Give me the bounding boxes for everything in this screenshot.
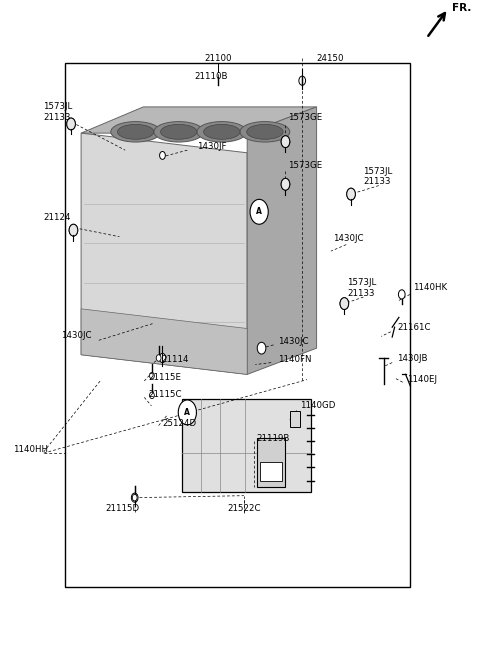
Circle shape <box>178 400 196 425</box>
Polygon shape <box>81 309 247 374</box>
Circle shape <box>340 298 348 309</box>
Text: 1430JB: 1430JB <box>397 353 428 363</box>
Ellipse shape <box>197 122 247 142</box>
Circle shape <box>347 188 355 200</box>
Circle shape <box>69 224 78 236</box>
Text: 21114: 21114 <box>161 355 189 365</box>
Circle shape <box>69 224 78 236</box>
Circle shape <box>257 342 266 354</box>
Text: 1140GD: 1140GD <box>300 401 335 411</box>
Text: 21124: 21124 <box>43 213 71 221</box>
Circle shape <box>250 199 268 224</box>
Circle shape <box>340 298 348 309</box>
Ellipse shape <box>111 122 160 142</box>
Ellipse shape <box>247 124 283 139</box>
Text: 1140HK: 1140HK <box>413 283 447 292</box>
Circle shape <box>159 152 165 160</box>
Circle shape <box>281 178 290 190</box>
Text: 1140HH: 1140HH <box>12 445 48 454</box>
Text: 1573GE: 1573GE <box>288 162 322 170</box>
Text: 21115D: 21115D <box>106 505 140 513</box>
Text: 21161C: 21161C <box>397 323 431 332</box>
Circle shape <box>132 493 138 502</box>
Bar <box>260 463 282 481</box>
Polygon shape <box>247 107 317 374</box>
Ellipse shape <box>160 124 197 139</box>
Text: 1573JL
21133: 1573JL 21133 <box>43 102 72 122</box>
Circle shape <box>347 188 355 200</box>
Text: 1430JF: 1430JF <box>197 142 227 150</box>
Text: 21115C: 21115C <box>148 390 181 399</box>
Circle shape <box>281 136 290 148</box>
Text: FR.: FR. <box>452 3 471 13</box>
Ellipse shape <box>204 124 240 139</box>
Bar <box>257 438 286 487</box>
Text: 1573JL
21133: 1573JL 21133 <box>347 278 376 298</box>
Circle shape <box>281 178 290 190</box>
Text: 1140EJ: 1140EJ <box>407 375 436 384</box>
Text: 25124D: 25124D <box>162 419 197 428</box>
Ellipse shape <box>240 122 290 142</box>
Text: 1573JL
21133: 1573JL 21133 <box>363 167 393 186</box>
Text: 21110B: 21110B <box>194 72 228 81</box>
Text: 1430JC: 1430JC <box>333 233 364 242</box>
Text: 24150: 24150 <box>317 54 344 63</box>
Bar <box>181 399 311 492</box>
Bar <box>65 63 410 587</box>
Text: A: A <box>256 208 262 216</box>
Ellipse shape <box>118 124 154 139</box>
Text: 1573GE: 1573GE <box>288 113 322 122</box>
Text: A: A <box>184 408 190 417</box>
Bar <box>290 411 300 427</box>
Circle shape <box>67 118 75 130</box>
Text: 21100: 21100 <box>204 54 232 63</box>
Polygon shape <box>81 133 247 374</box>
Ellipse shape <box>154 122 204 142</box>
Polygon shape <box>81 107 317 133</box>
Text: 1430JC: 1430JC <box>61 330 92 340</box>
Circle shape <box>150 373 155 379</box>
Text: 1140FN: 1140FN <box>278 355 312 365</box>
Circle shape <box>299 76 306 85</box>
Text: 21115E: 21115E <box>148 373 181 382</box>
Circle shape <box>281 136 290 148</box>
Text: 21119B: 21119B <box>257 434 290 443</box>
Circle shape <box>398 290 405 299</box>
Text: 1430JC: 1430JC <box>278 337 309 346</box>
Circle shape <box>159 353 166 363</box>
Circle shape <box>132 494 137 501</box>
Circle shape <box>150 392 155 399</box>
Circle shape <box>67 118 75 130</box>
Circle shape <box>156 355 161 361</box>
Text: 21522C: 21522C <box>227 505 261 513</box>
